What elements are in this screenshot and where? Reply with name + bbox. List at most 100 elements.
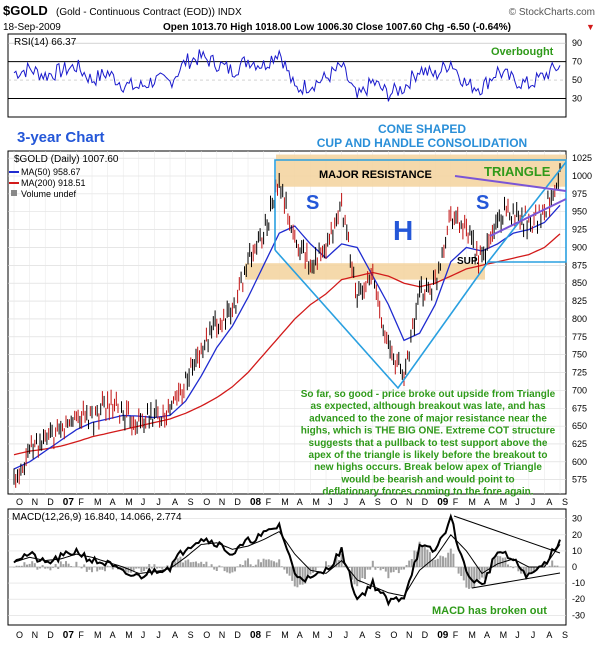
commentary-line: deflationary forces coming to the fore a…	[322, 487, 533, 498]
month-tick-label: F	[266, 630, 272, 640]
month-tick-label: M	[281, 497, 289, 507]
macd-label: MACD(12,26,9) 16.840, 14.066, 2.774	[12, 512, 182, 523]
month-tick-label: F	[78, 497, 84, 507]
macd-line	[13, 513, 561, 607]
month-tick-label: O	[203, 630, 210, 640]
left-shoulder-label: S	[306, 192, 319, 214]
price-tick-label: 675	[572, 403, 587, 413]
month-tick-label: F	[453, 630, 459, 640]
ma50-line	[13, 204, 561, 470]
month-tick-label: 08	[250, 497, 262, 508]
month-tick-label: M	[94, 497, 102, 507]
month-tick-label: O	[390, 630, 397, 640]
month-tick-label: F	[266, 497, 272, 507]
month-tick-label: S	[562, 630, 568, 640]
month-tick-label: M	[312, 497, 320, 507]
symbol-description: (Gold - Continuous Contract (EOD)) INDX	[56, 7, 242, 18]
macd-tick-label: -30	[572, 610, 585, 620]
price-gridlines	[8, 151, 566, 494]
month-tick-label: J	[156, 630, 161, 640]
month-tick-label: J	[344, 630, 349, 640]
month-tick-label: A	[110, 630, 116, 640]
month-tick-label: S	[188, 630, 194, 640]
rsi-tick-labels: 90 70 50 30	[572, 38, 582, 103]
month-tick-label: 07	[63, 630, 75, 641]
month-tick-label: D	[47, 630, 54, 640]
month-tick-label: A	[359, 497, 365, 507]
support-label: SUP.	[457, 256, 479, 267]
price-tick-label: 925	[572, 225, 587, 235]
volume-legend-swatch	[11, 190, 17, 196]
ma200-legend-label: MA(200) 918.51	[21, 178, 86, 188]
ma50-legend-label: MA(50) 958.67	[21, 167, 81, 177]
month-tick-label: M	[500, 497, 508, 507]
commentary-line: apex of the triangle is likely before th…	[309, 450, 548, 461]
macd-tick-label: -20	[572, 594, 585, 604]
commentary-text: So far, so good - price broke out upside…	[301, 389, 556, 498]
macd-tick-labels: 30 20 10 0 -10 -20 -30	[572, 514, 585, 621]
month-tick-label: D	[47, 497, 54, 507]
macd-tick-label: 30	[572, 514, 582, 524]
price-tick-label: 650	[572, 421, 587, 431]
month-tick-label: A	[172, 497, 178, 507]
commentary-line: advanced to the zone of major resistance…	[309, 413, 547, 424]
source-credit: © StockCharts.com	[509, 7, 595, 18]
macd-tick-label: 0	[572, 562, 577, 572]
commentary-line: highs, which is THE BIG ONE. Extreme COT…	[301, 426, 556, 437]
price-bars	[13, 163, 561, 488]
cone-annotation-line1: CONE SHAPED	[378, 122, 466, 136]
ma200-line	[13, 233, 561, 456]
change-down-icon: ▼	[586, 22, 595, 32]
month-tick-label: J	[156, 497, 161, 507]
month-tick-label: 07	[63, 497, 75, 508]
macd-tick-label: -10	[572, 578, 585, 588]
month-tick-label: S	[562, 497, 568, 507]
price-tick-label: 850	[572, 278, 587, 288]
macd-month-axis: O N D 07 F M A M J J A S O N D 08 F M A M J J A S O N D 09 F M A M J J A S	[16, 630, 568, 641]
month-tick-label: M	[468, 497, 476, 507]
price-tick-label: 825	[572, 296, 587, 306]
month-tick-label: 09	[437, 497, 449, 508]
month-tick-label: A	[297, 497, 303, 507]
commentary-line: suggests that a pullback to test support…	[309, 438, 548, 449]
month-tick-label: S	[375, 497, 381, 507]
price-tick-label: 950	[572, 207, 587, 217]
right-shoulder-label: S	[476, 192, 489, 214]
price-panel: 1025 1000 975 950 925 900 875 850 825 800 775 750 72…	[7, 150, 592, 498]
month-tick-label: N	[219, 630, 226, 640]
overbought-annotation: Overbought	[491, 46, 554, 58]
month-tick-label: M	[500, 630, 508, 640]
month-tick-label: N	[32, 497, 38, 507]
triangle-label: TRIANGLE	[484, 164, 551, 179]
month-tick-label: J	[141, 630, 146, 640]
price-tick-label: 1000	[572, 171, 592, 181]
price-tick-label: 575	[572, 475, 587, 485]
rsi-line	[13, 49, 561, 102]
price-tick-label: 600	[572, 457, 587, 467]
triangle-lower-line	[489, 198, 567, 237]
month-tick-label: D	[234, 630, 241, 640]
month-tick-label: M	[468, 630, 476, 640]
month-tick-label: J	[344, 497, 349, 507]
price-tick-label: 1025	[572, 153, 592, 163]
price-month-axis: O N D 07 F M A M J J A S O N D 08 F M A M J J A S O N D 09 F M A M J J A S	[16, 497, 568, 508]
price-tick-label: 625	[572, 439, 587, 449]
rsi-panel: 90 70 50 30 RSI(14) 66.37 Overbought	[7, 33, 582, 118]
period-annotation: 3-year Chart	[17, 129, 105, 146]
symbol-title: $GOLD	[3, 3, 48, 18]
macd-annotation: MACD has broken out	[432, 605, 547, 617]
month-tick-label: J	[515, 630, 520, 640]
cone-annotation-line2: CUP AND HANDLE CONSOLIDATION	[317, 136, 527, 150]
macd-panel: 30 20 10 0 -10 -20 -30 MACD(12,26,9) 16.840, 1…	[7, 508, 585, 626]
rsi-label: RSI(14) 66.37	[14, 37, 77, 48]
macd-lower-trendline	[471, 572, 561, 589]
month-tick-label: J	[328, 630, 333, 640]
month-tick-label: D	[234, 497, 241, 507]
commentary-line: as expected, although breakout was late,…	[310, 401, 546, 412]
rsi-tick-label: 30	[572, 94, 582, 104]
price-tick-label: 725	[572, 368, 587, 378]
volume-legend-label: Volume undef	[21, 189, 77, 199]
month-tick-label: A	[546, 497, 552, 507]
macd-tick-label: 10	[572, 546, 582, 556]
month-tick-label: A	[359, 630, 365, 640]
